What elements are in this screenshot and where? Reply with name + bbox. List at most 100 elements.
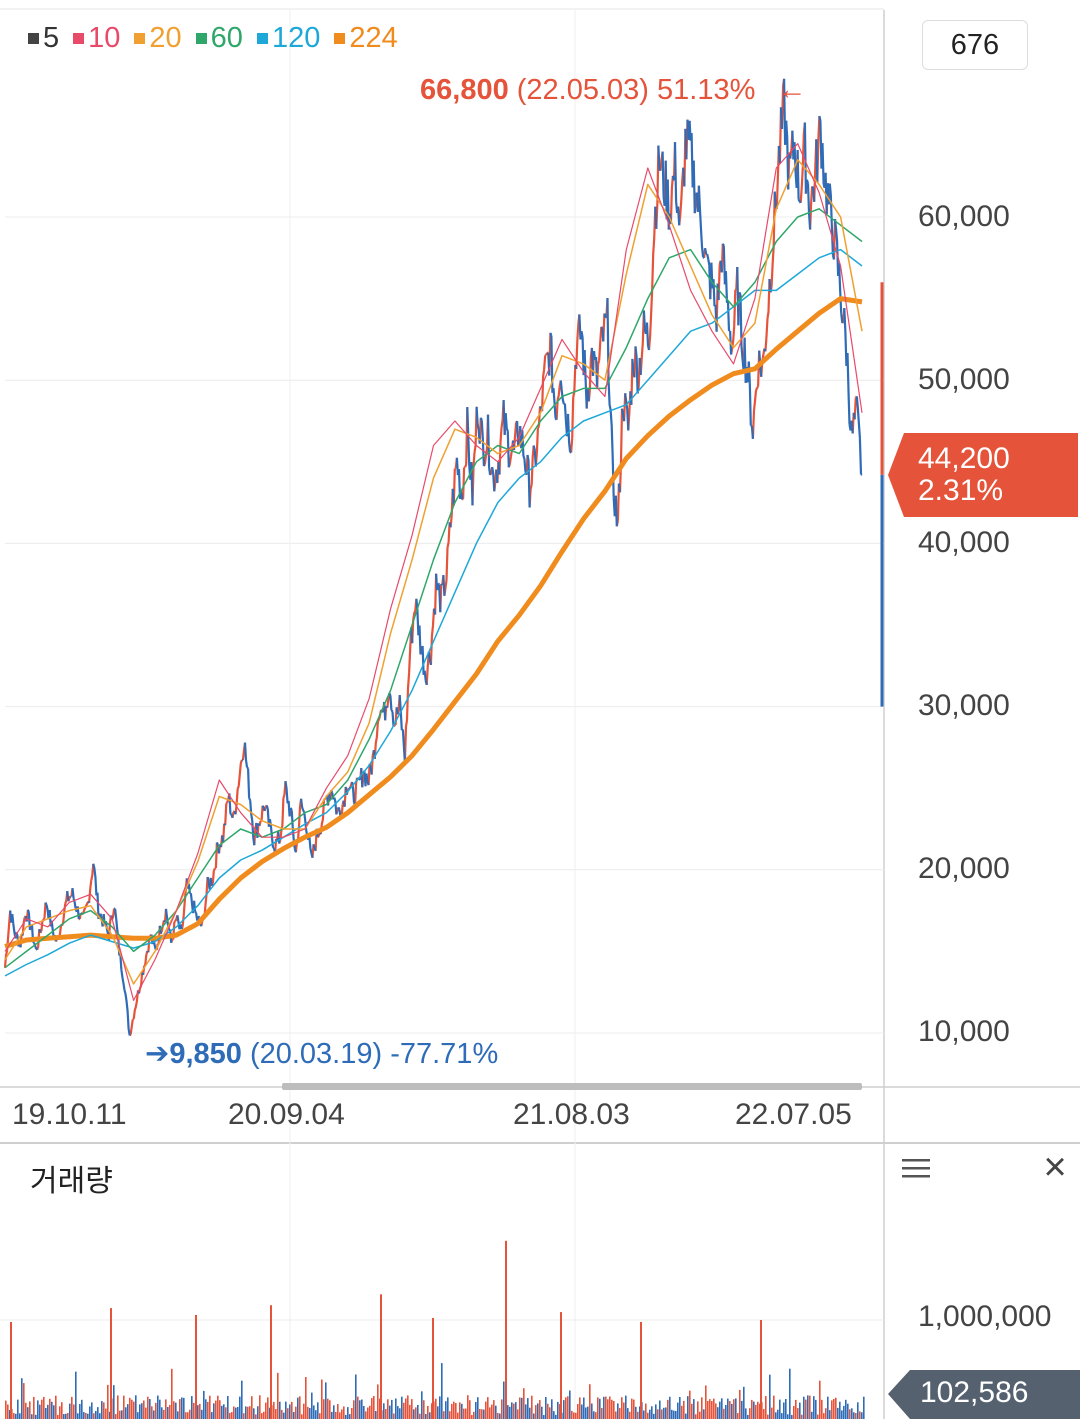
legend-ma-60[interactable]: 60 [195,22,243,55]
volume-bar [771,1407,773,1419]
volume-bar [511,1402,513,1419]
volume-bar [115,1414,117,1419]
volume-bar [405,1398,407,1419]
volume-bar [233,1406,235,1419]
volume-bar [523,1388,525,1419]
volume-bar [321,1379,323,1419]
current-volume: 102,586 [920,1376,1029,1409]
volume-bar [301,1414,303,1419]
volume-bar [25,1402,27,1419]
volume-bar [619,1408,621,1419]
volume-bar [497,1412,499,1419]
volume-bar [81,1399,83,1419]
price-up-line [3,78,858,1037]
legend-ma-5[interactable]: 5 [28,22,59,55]
volume-bar [285,1401,287,1419]
volume-bar [473,1411,475,1419]
volume-bar [27,1407,29,1419]
volume-spike [560,1312,562,1419]
x-tick-3: 21.08.03 [513,1098,630,1131]
x-tick-2: 20.09.04 [228,1098,345,1131]
volume-bar [41,1399,43,1419]
volume-bar [501,1399,503,1419]
volume-bar [557,1401,559,1419]
volume-spike [10,1322,12,1419]
volume-bar [605,1396,607,1419]
volume-bar [471,1415,473,1419]
legend-ma-20[interactable]: 20 [134,22,182,55]
volume-bar [493,1400,495,1419]
legend-ma-120[interactable]: 120 [256,22,320,55]
volume-bar [799,1402,801,1419]
volume-bar [787,1414,789,1419]
x-tick-1: 19.10.11 [12,1098,127,1131]
menu-icon[interactable] [900,1154,934,1184]
volume-bar [77,1413,79,1419]
volume-bar [621,1397,623,1419]
volume-bar [843,1405,845,1419]
volume-bar [847,1403,849,1419]
legend-swatch-224 [334,33,346,44]
volume-bar [437,1406,439,1419]
volume-bar [425,1414,427,1419]
volume-bar [823,1413,825,1419]
volume-bar [477,1397,479,1419]
volume-bar [827,1396,829,1419]
volume-bar [93,1413,95,1419]
volume-bar [573,1412,575,1419]
volume-bar [21,1378,23,1419]
volume-bar [613,1401,615,1419]
volume-bar [551,1399,553,1419]
volume-bar [639,1406,641,1419]
volume-bar [687,1396,689,1419]
volume-bar [171,1368,173,1419]
volume-bar [683,1400,685,1419]
legend-ma-224[interactable]: 224 [334,22,398,55]
volume-bar [441,1363,443,1419]
volume-bar [211,1412,213,1419]
volume-bar [569,1390,571,1419]
volume-bar [177,1411,179,1419]
period-count-box[interactable]: 676 [922,20,1028,70]
volume-bar [145,1407,147,1419]
volume-bar [747,1414,749,1419]
volume-bar [105,1408,107,1419]
volume-bar [265,1402,267,1419]
volume-bar [327,1398,329,1419]
volume-bar [751,1399,753,1419]
volume-title: 거래량 [30,1165,113,1198]
volume-bar [353,1400,355,1419]
volume-bar [601,1408,603,1419]
volume-bar [341,1409,343,1419]
volume-bar [63,1414,65,1419]
volume-bar [753,1401,755,1419]
volume-bar [393,1413,395,1419]
volume-bar [37,1400,39,1419]
volume-bar [649,1409,651,1419]
volume-bar [209,1395,211,1419]
volume-bar [253,1408,255,1419]
volume-tag-shape [888,1370,1080,1419]
volume-bar [159,1399,161,1419]
volume-bar [295,1406,297,1419]
volume-bar [375,1411,377,1419]
volume-bar [317,1402,319,1419]
volume-bar [427,1405,429,1419]
close-icon[interactable]: × [1043,1145,1067,1189]
volume-bar [821,1399,823,1419]
volume-bar [73,1404,75,1419]
legend-ma-10[interactable]: 10 [73,22,120,55]
volume-bar [713,1398,715,1419]
volume-bar [91,1402,93,1419]
volume-bar [365,1411,367,1419]
volume-bar [411,1399,413,1419]
volume-bar [525,1404,527,1419]
volume-bar [653,1413,655,1419]
volume-bar [339,1412,341,1419]
volume-bar [485,1401,487,1419]
volume-bar [817,1414,819,1419]
volume-bar [699,1411,701,1419]
volume-bar [151,1406,153,1419]
volume-bar [117,1395,119,1419]
